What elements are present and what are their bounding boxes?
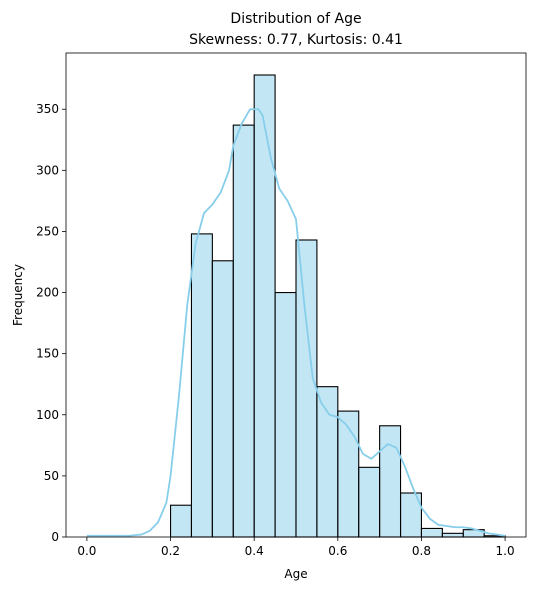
x-axis-ticks: 0.0 0.2 0.4 0.6 0.8 1.0 [77, 537, 515, 558]
kde-curve [86, 108, 506, 537]
x-tick-label: 0.6 [328, 544, 347, 558]
histogram-bar-10 [295, 239, 318, 538]
chart-subtitle: Skewness: 0.77, Kurtosis: 0.41 [189, 32, 403, 48]
y-tick-label: 300 [36, 163, 59, 177]
histogram-bar-6 [211, 260, 234, 538]
histogram-bar-7 [232, 124, 255, 538]
histogram-bar-13 [358, 466, 381, 538]
histogram-bar-12 [337, 410, 360, 538]
chart-title: Distribution of Age [230, 11, 361, 27]
histogram-bar-9 [274, 292, 297, 538]
histogram-bar-8 [253, 74, 276, 538]
x-tick-label: 0.8 [412, 544, 431, 558]
y-tick-label: 350 [36, 102, 59, 116]
y-tick-label: 0 [51, 530, 59, 544]
histogram-bar-5 [190, 233, 213, 538]
histogram-bar-4 [169, 504, 193, 538]
x-axis-label: Age [284, 567, 307, 581]
x-tick-label: 1.0 [496, 544, 515, 558]
x-tick-label: 0.0 [77, 544, 96, 558]
histogram-bar-14 [379, 425, 402, 538]
y-tick-label: 200 [36, 286, 59, 300]
x-tick-label: 0.4 [245, 544, 264, 558]
y-tick-label: 50 [44, 469, 59, 483]
histogram-bars [169, 74, 506, 538]
y-tick-label: 150 [36, 347, 59, 361]
y-tick-label: 250 [36, 224, 59, 238]
histogram-bar-17 [441, 532, 464, 538]
x-tick-label: 0.2 [161, 544, 180, 558]
histogram-bar-16 [420, 527, 443, 538]
y-axis-label: Frequency [11, 264, 25, 326]
y-axis-ticks: 0 50 100 150 200 250 300 350 [36, 102, 66, 544]
plot-frame [65, 52, 527, 538]
y-tick-label: 100 [36, 408, 59, 422]
histogram-bar-11 [316, 386, 339, 538]
